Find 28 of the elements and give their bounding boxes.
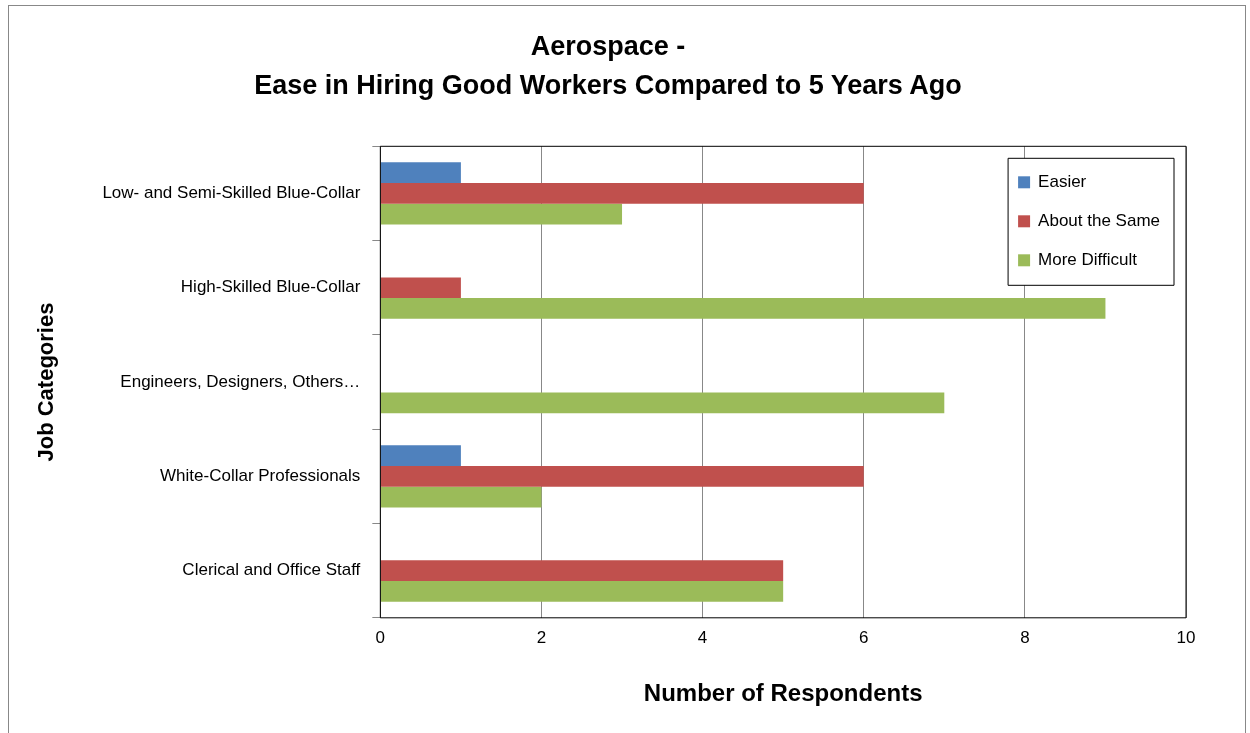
- bar: [380, 298, 1106, 319]
- y-tick-label: Clerical and Office Staff: [182, 560, 361, 580]
- bar: [380, 445, 461, 466]
- bar: [380, 581, 784, 602]
- bar: [380, 560, 784, 582]
- x-tick-label: 8: [1020, 627, 1030, 647]
- legend-label: More Difficult: [1038, 249, 1138, 269]
- x-tick-label: 0: [375, 627, 386, 647]
- y-axis-title: Job Categories: [33, 302, 59, 462]
- bar: [380, 465, 864, 487]
- legend-label: Easier: [1038, 171, 1087, 191]
- chart-title: Aerospace - Ease in Hiring Good Workers Compared to 5 Years Ago: [254, 31, 962, 101]
- bar: [380, 162, 461, 184]
- legend-label: About the Same: [1038, 210, 1161, 230]
- y-tick-label: White-Collar Professionals: [160, 466, 361, 486]
- x-axis-title: Number of Respondents: [643, 679, 923, 707]
- x-tick-label: 10: [1176, 627, 1196, 647]
- y-tick-label: High-Skilled Blue-Collar: [180, 277, 361, 297]
- bar: [380, 277, 461, 299]
- x-tick-label: 2: [536, 627, 547, 647]
- x-tick-label: 6: [859, 627, 869, 647]
- bar: [380, 392, 945, 414]
- x-tick-label: 4: [697, 627, 708, 647]
- bar: [380, 203, 623, 225]
- bar: [380, 183, 864, 204]
- y-tick-label: Engineers, Designers, Others…: [120, 371, 361, 391]
- y-tick-label: Low- and Semi-Skilled Blue-Collar: [102, 183, 361, 203]
- bar: [380, 486, 542, 508]
